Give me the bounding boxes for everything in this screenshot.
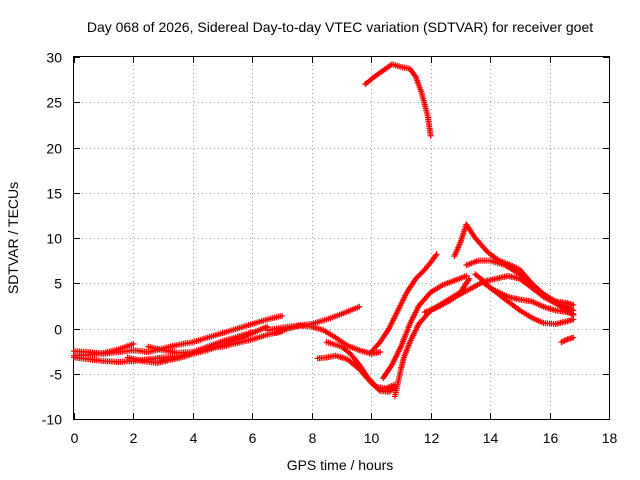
- y-tick-label: -5: [50, 367, 63, 383]
- x-tick-label: 0: [71, 430, 79, 446]
- x-tick-label: 4: [190, 430, 198, 446]
- y-tick-label: 0: [54, 322, 62, 338]
- data-marker: [570, 334, 577, 341]
- plot-frame: [73, 56, 610, 420]
- y-tick-label: 5: [54, 276, 62, 292]
- grid: [74, 57, 609, 419]
- data-marker: [356, 303, 363, 310]
- x-tick-label: 14: [483, 430, 499, 446]
- data-marker: [433, 251, 440, 258]
- data-marker: [570, 311, 577, 318]
- x-tick-label: 6: [249, 430, 257, 446]
- axis-ticks: 0 2 4 6 8 10 12 14 16 18 -10 -5 0 5 10 15 20 25 30: [42, 50, 618, 447]
- chart-title: Day 068 of 2026, Sidereal Day-to-day VTE…: [87, 19, 593, 35]
- data-marker: [466, 275, 473, 282]
- data-marker: [570, 316, 577, 323]
- y-axis-label: SDTVAR / TECUs: [5, 182, 21, 294]
- data-marker: [463, 273, 470, 280]
- x-tick-label: 8: [309, 430, 317, 446]
- x-axis-label: GPS time / hours: [287, 457, 394, 473]
- x-tick-label: 12: [424, 430, 440, 446]
- x-tick-label: 10: [364, 430, 380, 446]
- data-marker: [249, 329, 256, 336]
- x-tick-label: 16: [543, 430, 559, 446]
- data-marker: [130, 340, 137, 347]
- data-marker: [377, 349, 384, 356]
- data-marker: [570, 301, 577, 308]
- data-markers: [71, 61, 577, 400]
- data-marker: [279, 312, 286, 319]
- y-tick-label: 15: [46, 186, 62, 202]
- y-tick-label: 10: [46, 231, 62, 247]
- x-tick-label: 2: [130, 430, 138, 446]
- data-marker: [375, 386, 382, 393]
- y-tick-label: 25: [46, 95, 62, 111]
- y-tick-label: 20: [46, 141, 62, 157]
- y-tick-label: -10: [42, 412, 62, 428]
- data-marker: [432, 252, 439, 259]
- data-marker: [427, 132, 434, 139]
- y-tick-label: 30: [46, 50, 62, 66]
- data-marker: [411, 72, 418, 79]
- x-tick-label: 18: [602, 430, 618, 446]
